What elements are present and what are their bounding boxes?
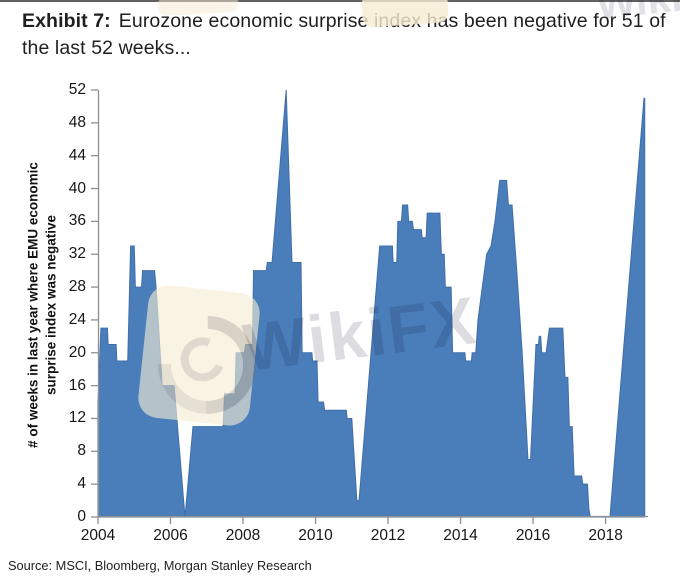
x-tick-label: 2004 [80,527,116,544]
y-tick-label: 0 [77,508,86,525]
x-tick-label: 2018 [588,527,623,544]
area-series [97,89,646,518]
x-tick-label: 2012 [370,527,406,544]
y-tick-label: 44 [68,146,86,164]
x-tick-label: 2010 [298,527,333,544]
y-tick-label: 32 [68,245,86,263]
y-tick-label: 28 [68,278,86,296]
y-tick-label: 8 [77,442,86,460]
title-text: Eurozone economic surprise index has bee… [22,10,666,59]
y-tick-label: 4 [77,475,86,493]
y-tick-label: 16 [68,376,86,394]
y-tick-label: 20 [68,343,86,361]
y-tick-label: 24 [68,310,86,328]
source-note: Source: MSCI, Bloomberg, Morgan Stanley … [8,558,312,573]
y-tick-label: 36 [68,212,86,230]
y-tick-label: 12 [68,409,86,427]
x-tick-label: 2006 [153,527,188,544]
x-tick-label: 2016 [515,527,551,544]
top-border [0,0,680,2]
x-tick-label: 2014 [443,527,478,544]
y-tick-label: 48 [68,113,86,131]
exhibit-label: Exhibit 7: [22,10,111,32]
exhibit-title: Exhibit 7: Eurozone economic surprise ind… [22,8,670,62]
plot-area [91,89,648,524]
y-tick-label: 52 [68,81,86,98]
y-tick-label: 40 [68,179,86,197]
area-chart-svg [91,89,648,524]
x-tick-label: 2008 [225,527,261,544]
